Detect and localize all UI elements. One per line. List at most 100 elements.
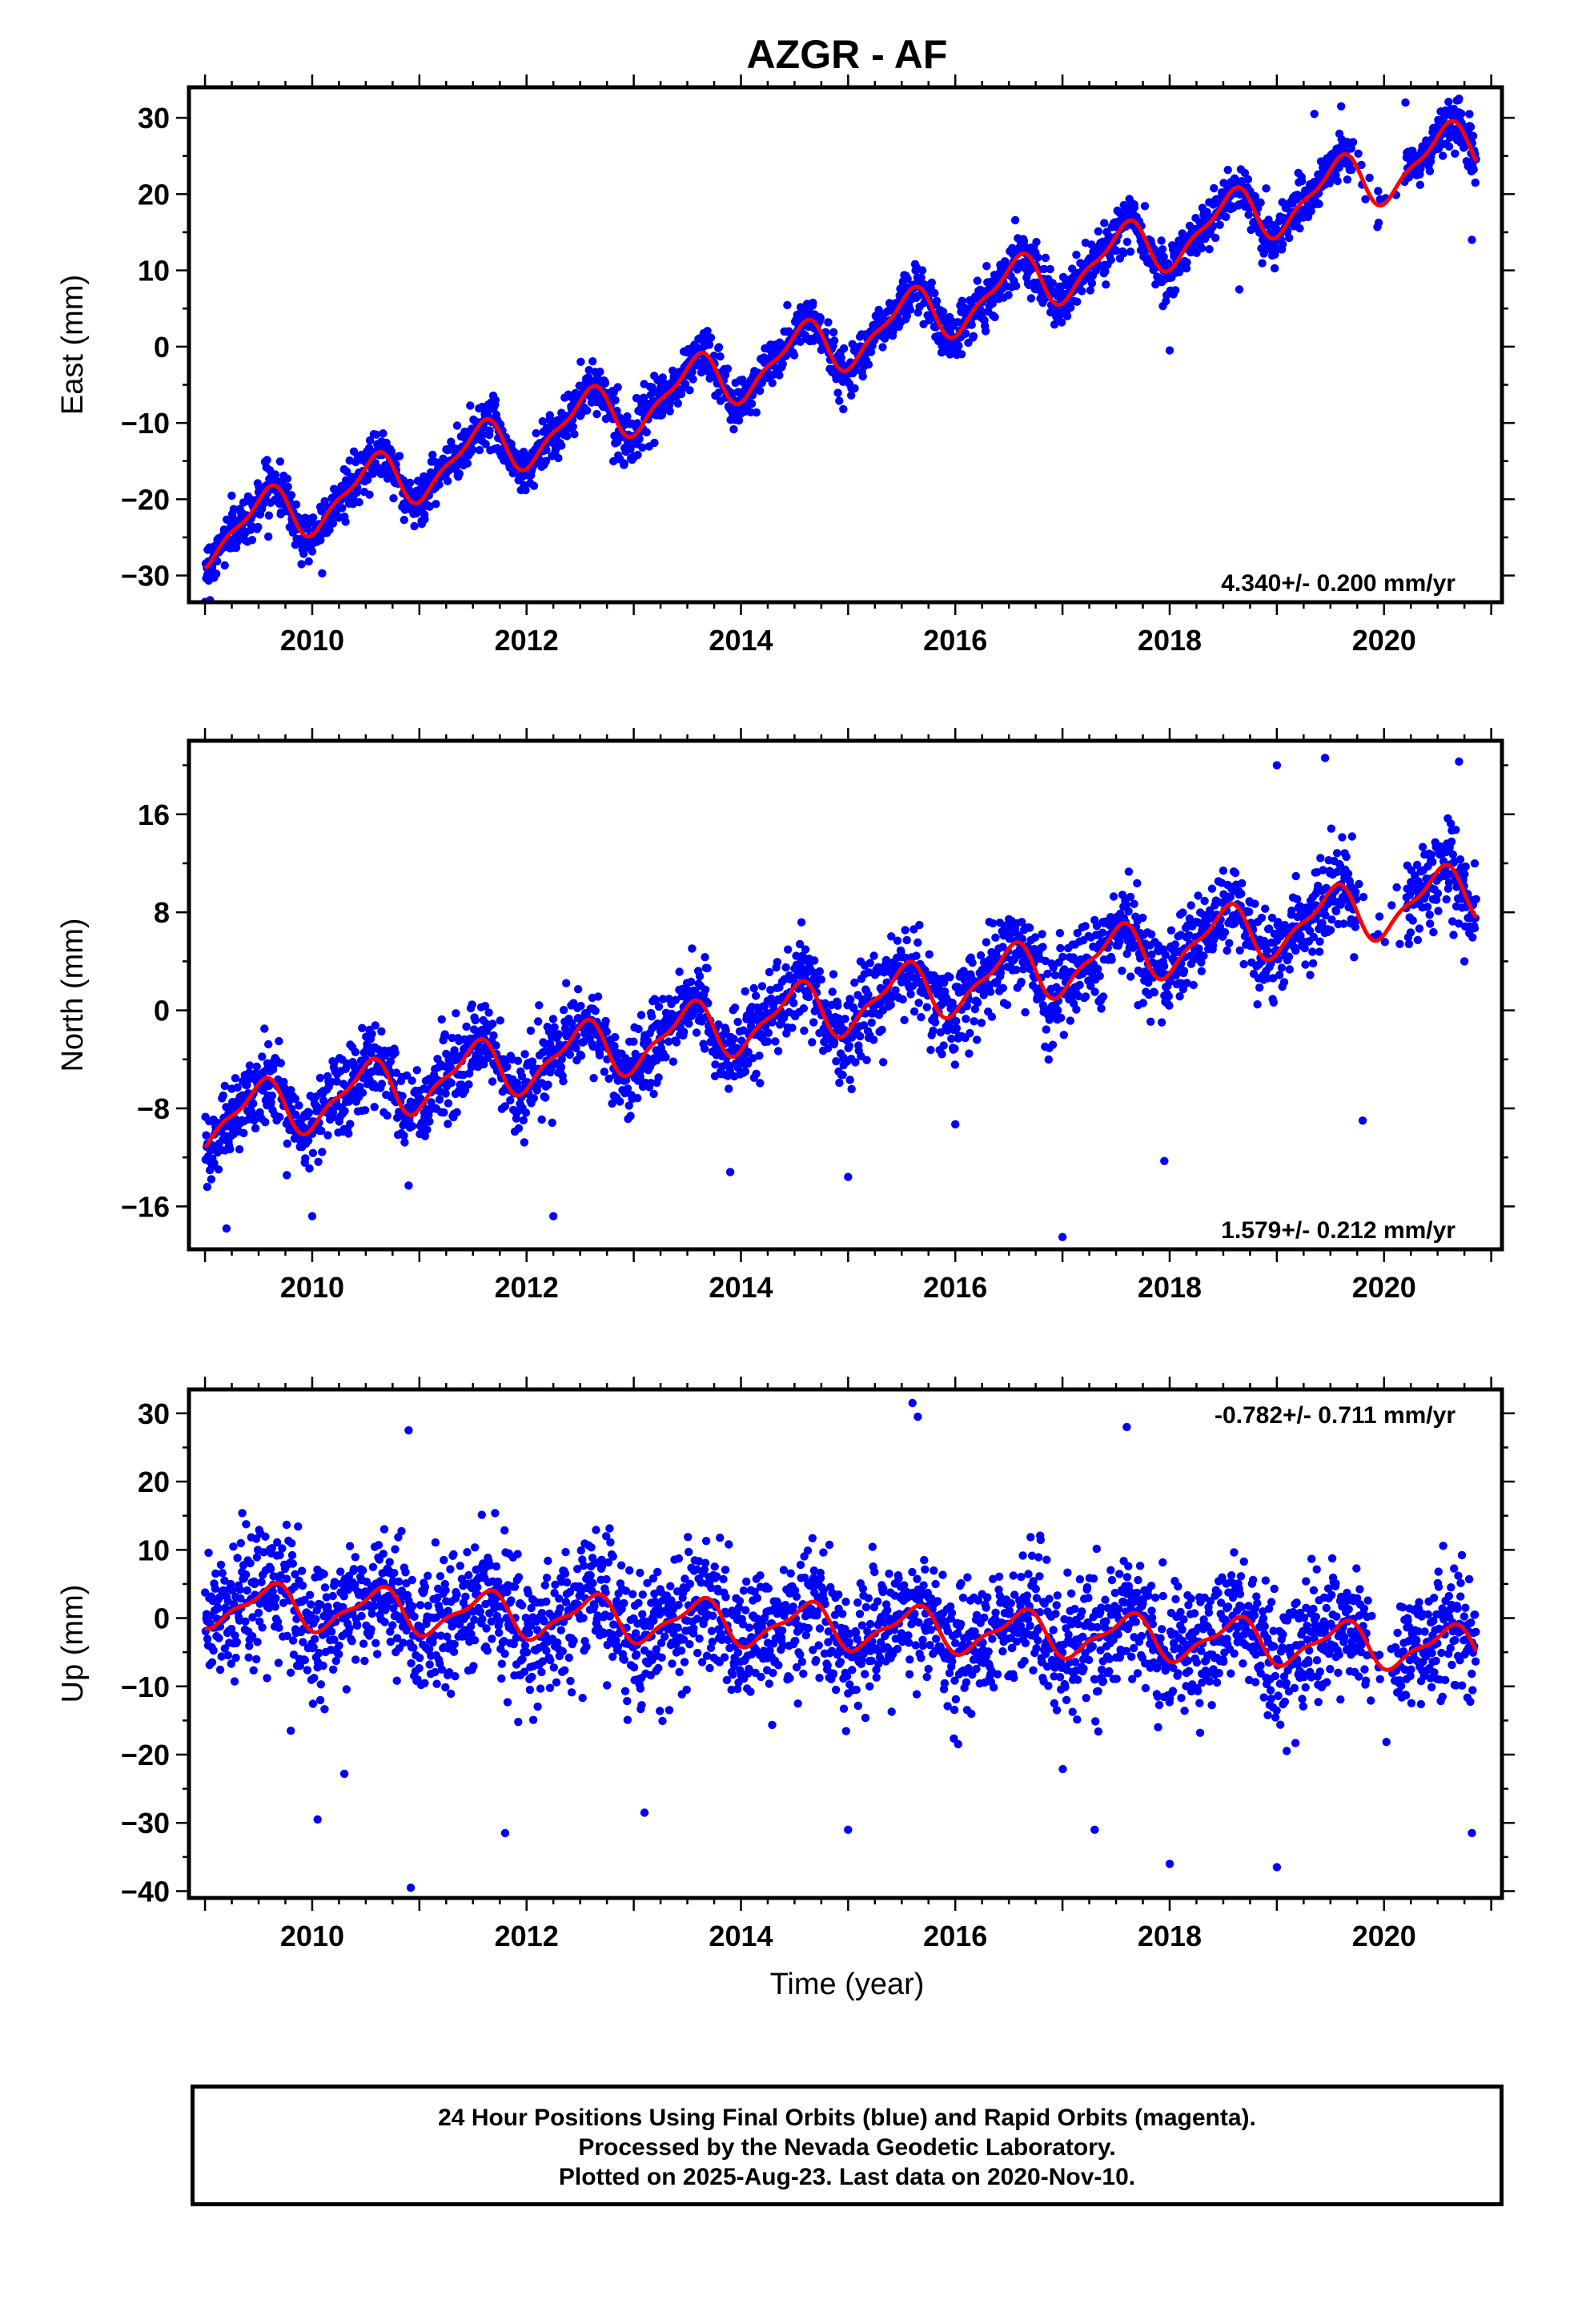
data-point [314,1157,323,1167]
data-point [517,1072,527,1081]
data-point [1034,253,1042,262]
data-point [629,1037,638,1046]
data-point [1012,965,1021,975]
data-point [395,452,404,460]
data-point [410,521,419,531]
data-point [317,1126,326,1136]
data-point [264,1039,273,1049]
data-point [765,967,774,977]
data-point [751,991,761,1000]
data-point [408,1122,417,1131]
data-point [229,505,239,513]
data-point [1292,217,1302,226]
data-point [521,485,530,495]
data-point [548,1015,558,1023]
data-point [563,432,572,440]
data-point [981,327,990,336]
data-point [1244,907,1254,916]
data-point [967,320,976,329]
data-point [1223,946,1231,955]
data-point [1285,233,1294,243]
data-point [379,429,387,438]
data-point [592,409,601,419]
data-point [1073,297,1082,306]
data-point [775,371,784,380]
data-point [1118,967,1126,975]
data-point [902,935,911,945]
data-point [377,1080,387,1088]
data-point [291,500,301,509]
data-point [954,341,963,350]
data-point [930,288,939,298]
data-point [1042,1025,1051,1034]
data-point [283,1171,291,1180]
data-point [1049,963,1058,972]
data-point [671,995,681,1005]
data-point [704,999,713,1008]
data-point [689,375,697,384]
data-point [877,1025,886,1035]
data-point [500,1102,509,1111]
data-point [455,469,464,478]
data-point [1092,922,1102,931]
data-point [764,1028,773,1038]
data-point [370,1103,379,1112]
data-point [936,1028,946,1037]
data-point [783,945,793,954]
data-point [886,1000,896,1009]
data-point [464,1069,474,1078]
data-point [420,515,429,524]
data-point [1122,900,1131,910]
data-point [1365,173,1374,183]
data-point [358,1023,367,1033]
data-point [1374,219,1383,227]
data-point [922,1003,932,1011]
chart-title: AZGR - AF [747,32,948,77]
data-point [1308,947,1317,956]
data-point [829,1038,839,1047]
data-point [747,399,757,408]
data-point [969,332,978,340]
data-point [1316,854,1325,862]
y-tick-label: 0 [154,331,170,364]
data-point [1158,245,1167,254]
data-point [654,1002,664,1011]
data-point [1321,911,1330,920]
data-point [576,1001,585,1011]
data-point [859,1021,869,1030]
data-point [425,502,434,511]
data-point [744,1047,753,1057]
data-point [600,1068,608,1076]
data-point [304,1108,314,1117]
data-point [1166,977,1174,986]
data-point [214,1165,223,1174]
data-point [1197,967,1207,975]
data-point [639,393,648,402]
data-point [1253,1000,1262,1009]
data-point [729,424,738,434]
data-point [914,999,923,1007]
data-point [990,312,999,322]
data-point [1210,183,1219,193]
data-point [902,312,912,320]
data-point [998,983,1008,993]
data-point [440,1108,448,1117]
data-point [1182,258,1191,267]
data-point [635,435,644,444]
data-point [665,407,674,416]
data-point [805,992,813,1002]
data-point [797,918,806,927]
data-point [1339,919,1348,928]
data-point [308,513,318,522]
data-point [1259,249,1268,258]
data-point [213,557,222,565]
data-point [816,314,825,323]
data-point [1075,980,1084,990]
data-point [435,480,444,489]
data-point [623,1084,632,1093]
data-point [850,978,859,987]
data-point [991,933,1000,943]
data-point [845,1041,854,1051]
data-point [406,478,415,487]
data-point [1332,849,1342,858]
